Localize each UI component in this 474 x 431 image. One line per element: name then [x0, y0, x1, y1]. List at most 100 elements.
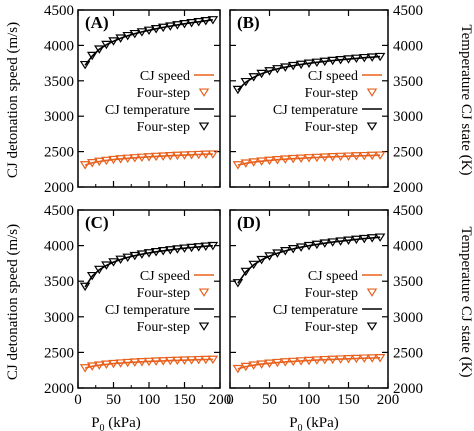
panel-label: (A) — [85, 13, 109, 32]
x-tick-label: 0 — [226, 392, 234, 408]
y-tick-label-left: 4500 — [44, 203, 74, 219]
four-step-temperature-marker — [129, 29, 141, 39]
legend-label: CJ speed — [308, 69, 358, 84]
four-step-speed-marker — [319, 355, 331, 365]
four-step-speed-marker — [280, 155, 291, 164]
y-tick-label-left: 4000 — [44, 38, 74, 54]
four-step-speed-marker — [295, 357, 307, 366]
x-tick-label: 0 — [74, 392, 82, 408]
four-step-speed-marker — [232, 364, 244, 374]
four-step-speed-marker — [232, 161, 244, 170]
four-step-temperature-marker — [179, 20, 190, 29]
legend-marker-swatch — [366, 122, 378, 131]
four-step-temperature-marker — [240, 77, 252, 87]
four-step-temperature-marker — [157, 247, 169, 256]
four-step-speed-marker — [351, 354, 362, 364]
cj-speed-line — [84, 153, 213, 166]
four-step-speed-marker — [287, 357, 299, 367]
y-axis-title-right-bottom: Temperature CJ state (K) — [458, 227, 474, 378]
four-step-temperature-marker — [186, 243, 197, 253]
four-step-temperature-marker — [172, 245, 183, 254]
x-tick-label: 150 — [173, 392, 196, 408]
four-step-speed-marker — [157, 357, 169, 366]
four-step-speed-marker — [272, 155, 283, 165]
four-step-temperature-marker — [129, 251, 141, 261]
four-step-temperature-marker — [94, 265, 105, 275]
four-step-temperature-marker — [351, 235, 362, 245]
four-step-speed-marker — [108, 359, 119, 369]
legend: CJ speed Four-step CJ temperature Four-step — [273, 69, 382, 135]
cj-speed-line — [237, 154, 381, 166]
four-step-speed-marker — [94, 157, 105, 167]
four-step-temperature-marker — [280, 63, 291, 72]
four-step-speed-marker — [108, 155, 119, 165]
four-step-temperature-marker — [232, 85, 244, 95]
legend-label: Four-step — [305, 120, 358, 135]
y-tick-label-right: 4000 — [393, 239, 423, 255]
y-axis-title-left-top: CJ detonation speed (m/s) — [5, 22, 21, 178]
cj-temperature-line — [84, 19, 214, 66]
chart-panel: 2000 2500 3000 3500 4000 4500 (A) CJ speed Four-… — [44, 3, 221, 196]
four-step-speed-marker — [186, 356, 197, 365]
four-step-speed-marker — [193, 150, 204, 160]
four-step-temperature-marker — [115, 34, 126, 43]
legend-marker-swatch — [366, 322, 378, 331]
four-step-temperature-marker — [101, 40, 112, 50]
four-step-temperature-marker — [248, 73, 259, 82]
four-step-speed-marker — [179, 151, 190, 160]
four-step-speed-marker — [366, 151, 378, 161]
y-tick-label-left: 2500 — [44, 145, 74, 161]
y-tick-label-right: 3500 — [393, 274, 423, 290]
four-step-speed-marker — [240, 362, 252, 372]
four-step-temperature-marker — [327, 238, 338, 247]
four-step-temperature-marker — [319, 57, 331, 67]
four-step-temperature-marker — [359, 234, 370, 244]
four-step-speed-marker — [256, 157, 267, 166]
four-step-speed-marker — [193, 355, 204, 365]
four-step-speed-marker — [79, 161, 91, 170]
four-step-speed-marker — [129, 358, 141, 367]
four-step-speed-marker — [101, 360, 112, 369]
y-tick-label-right: 2500 — [393, 345, 423, 361]
four-step-speed-marker — [200, 355, 212, 365]
legend: CJ speed Four-step CJ temperature Four-step — [273, 269, 382, 335]
four-step-temperature-marker — [327, 56, 338, 66]
four-step-temperature-marker — [359, 53, 370, 63]
four-step-speed-marker — [136, 358, 148, 367]
y-axis-title-right-top: Temperature CJ state (K) — [458, 25, 474, 176]
x-tick-label: 200 — [377, 392, 400, 408]
four-step-speed-marker — [319, 153, 331, 162]
four-step-temperature-marker — [311, 240, 323, 250]
four-step-temperature-marker — [311, 58, 323, 68]
four-step-temperature-marker — [287, 61, 299, 71]
four-step-temperature-marker — [264, 67, 275, 76]
four-step-temperature-marker — [108, 258, 119, 267]
four-step-temperature-marker — [256, 69, 267, 79]
four-step-temperature-marker — [280, 247, 291, 256]
four-step-speed-marker — [200, 150, 212, 159]
four-step-temperature-marker — [200, 242, 212, 251]
four-step-temperature-marker — [150, 248, 162, 257]
four-step-temperature-marker — [179, 244, 190, 253]
four-step-speed-marker — [207, 355, 219, 365]
four-step-temperature-marker — [256, 255, 267, 265]
y-tick-label-left: 3500 — [44, 74, 74, 90]
four-step-speed-marker — [327, 153, 338, 162]
legend-label: Four-step — [137, 320, 190, 335]
four-step-temperature-marker — [335, 56, 346, 65]
chart-panel: 2000 2500 3000 3500 4000 4500 (B) CJ speed Four-… — [229, 3, 423, 196]
x-axis-title-main: P — [91, 415, 99, 431]
legend-label: CJ temperature — [273, 103, 358, 118]
four-step-speed-marker — [101, 156, 112, 166]
four-step-speed-marker — [256, 360, 267, 369]
four-step-temperature-marker — [374, 233, 386, 242]
four-step-temperature-marker — [240, 267, 252, 277]
four-step-temperature-marker — [86, 51, 98, 61]
cj-temperature-line — [237, 236, 381, 284]
panel-label: (B) — [237, 13, 260, 32]
legend-label: Four-step — [305, 320, 358, 335]
four-step-speed-marker — [86, 159, 98, 168]
four-step-temperature-marker — [186, 18, 197, 28]
